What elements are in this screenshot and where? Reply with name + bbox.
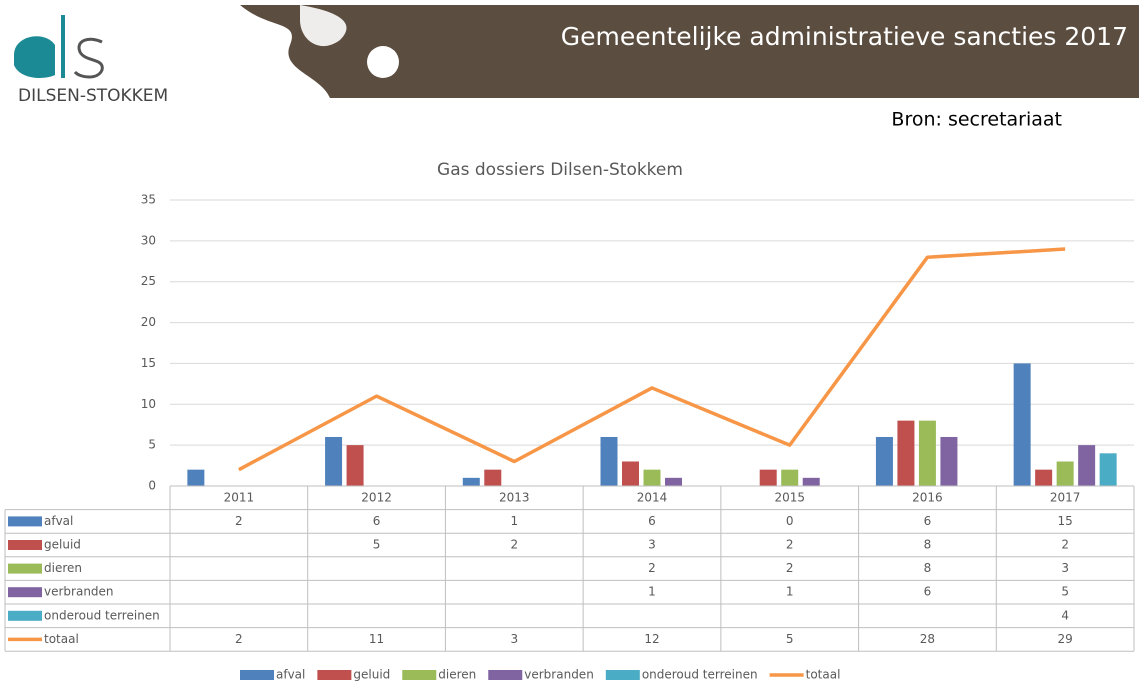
legend-key [8, 587, 42, 597]
table-cell: 5 [1061, 585, 1069, 599]
x-tick-label: 2011 [224, 490, 255, 504]
bar [760, 470, 777, 486]
x-tick-label: 2013 [499, 490, 530, 504]
bar [347, 445, 364, 486]
bar [897, 421, 914, 486]
banner-dot [367, 46, 399, 78]
table-cell: 6 [924, 585, 932, 599]
bar [876, 437, 893, 486]
bar [803, 478, 820, 486]
row-label: geluid [44, 538, 81, 552]
table-cell: 3 [510, 632, 518, 646]
bar [1014, 363, 1031, 486]
bar [622, 461, 639, 486]
legend-key [8, 611, 42, 621]
x-tick-label: 2012 [361, 490, 392, 504]
legend-label: afval [276, 668, 305, 682]
bar [1100, 453, 1117, 486]
x-tick-label: 2014 [637, 490, 668, 504]
bar [484, 470, 501, 486]
row-label: afval [44, 514, 73, 528]
bar [644, 470, 661, 486]
logo-s [75, 39, 102, 77]
row-label: verbranden [44, 585, 114, 599]
legend-key [317, 670, 351, 680]
table-cell: 8 [924, 538, 932, 552]
table-cell: 6 [648, 514, 656, 528]
legend-key [8, 564, 42, 574]
table-cell: 29 [1058, 632, 1073, 646]
y-tick-label: 0 [148, 479, 156, 493]
row-label: dieren [44, 561, 82, 575]
table-cell: 6 [924, 514, 932, 528]
bar [463, 478, 480, 486]
bar [940, 437, 957, 486]
legend-key [8, 540, 42, 550]
bar [781, 470, 798, 486]
table-cell: 6 [373, 514, 381, 528]
table-cell: 2 [510, 538, 518, 552]
bar [187, 470, 204, 486]
table-cell: 5 [786, 632, 794, 646]
table-cell: 5 [373, 538, 381, 552]
legend-label: dieren [438, 668, 476, 682]
y-tick-label: 30 [141, 233, 156, 247]
y-tick-label: 20 [141, 315, 156, 329]
bar [601, 437, 618, 486]
table-cell: 8 [924, 561, 932, 575]
table-cell: 4 [1061, 608, 1069, 622]
row-label: onderoud terreinen [44, 608, 160, 622]
table-cell: 2 [235, 514, 243, 528]
logo-blob [14, 36, 55, 78]
table-cell: 2 [1061, 538, 1069, 552]
bar [1078, 445, 1095, 486]
legend-label: onderoud terreinen [642, 668, 758, 682]
table-cell: 2 [786, 561, 794, 575]
table-cell: 11 [369, 632, 384, 646]
source: Bron: secretariaat [891, 109, 1062, 131]
legend-label: totaal [806, 668, 841, 682]
table-cell: 28 [920, 632, 935, 646]
y-tick-label: 10 [141, 397, 156, 411]
logo-text: DILSEN-STOKKEM [18, 86, 168, 106]
x-tick-label: 2017 [1050, 490, 1081, 504]
chart-title: Gas dossiers Dilsen-Stokkem [437, 160, 683, 180]
bar [665, 478, 682, 486]
legend-key [488, 670, 522, 680]
table-cell: 15 [1058, 514, 1073, 528]
legend-key [240, 670, 274, 680]
y-tick-label: 15 [141, 356, 156, 370]
y-tick-label: 5 [148, 438, 156, 452]
table-cell: 1 [648, 585, 656, 599]
legend-label: verbranden [524, 668, 594, 682]
table-cell: 3 [648, 538, 656, 552]
y-tick-label: 25 [141, 274, 156, 288]
table-cell: 12 [644, 632, 659, 646]
legend-key [606, 670, 640, 680]
table-cell: 2 [235, 632, 243, 646]
table-cell: 3 [1061, 561, 1069, 575]
x-tick-label: 2016 [912, 490, 943, 504]
table-cell: 1 [510, 514, 518, 528]
table-cell: 0 [786, 514, 794, 528]
bar [325, 437, 342, 486]
x-tick-label: 2015 [774, 490, 805, 504]
row-label: totaal [44, 632, 79, 646]
table-cell: 2 [786, 538, 794, 552]
bar [919, 421, 936, 486]
legend-key [8, 516, 42, 526]
table-cell: 1 [786, 585, 794, 599]
bar [1035, 470, 1052, 486]
slide-title: Gemeentelijke administratieve sancties 2… [561, 22, 1128, 51]
legend-key [402, 670, 436, 680]
y-tick-label: 35 [141, 193, 156, 207]
bar [1057, 461, 1074, 486]
legend-label: geluid [353, 668, 390, 682]
table-cell: 2 [648, 561, 656, 575]
slide: DILSEN-STOKKEM Gemeentelijke administrat… [0, 0, 1139, 692]
